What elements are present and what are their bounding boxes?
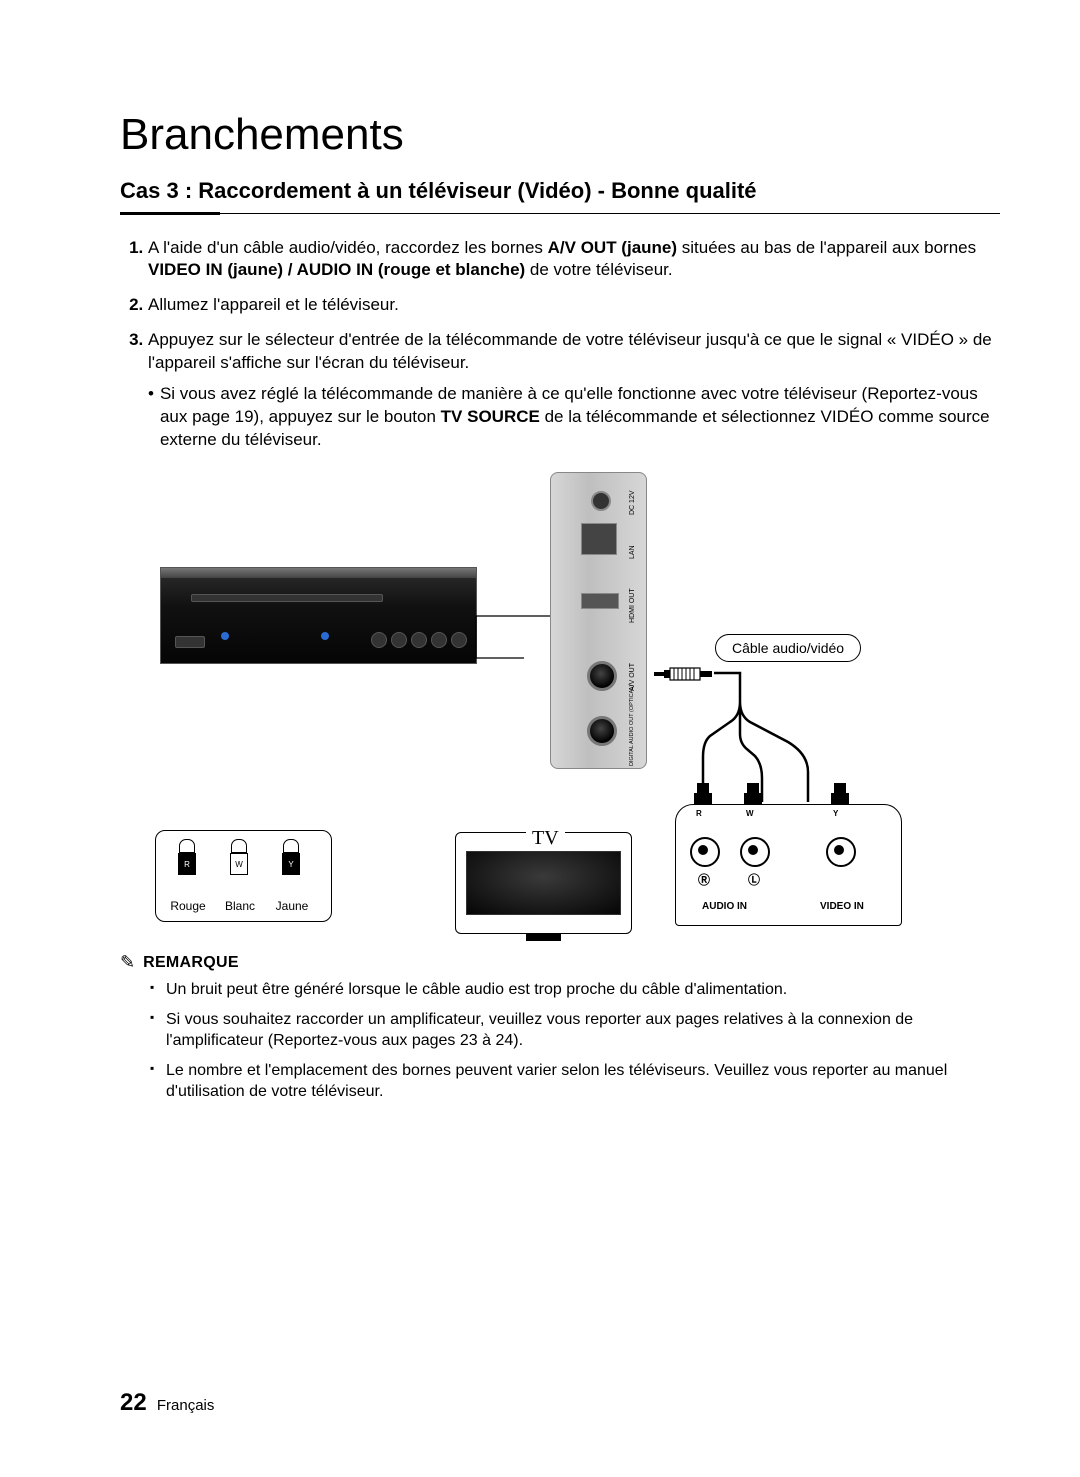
step1-post: de votre téléviseur.	[525, 260, 672, 279]
note-1: Un bruit peut être généré lorsque le câb…	[150, 979, 1000, 1001]
dc-port	[591, 491, 611, 511]
chapter-title: Branchements	[120, 110, 1000, 160]
note-2: Si vous souhaitez raccorder un amplifica…	[150, 1009, 1000, 1052]
tv-label: TV	[526, 827, 565, 850]
step-1: A l'aide d'un câble audio/vidéo, raccord…	[148, 237, 1000, 283]
top-r-tag: R	[696, 809, 702, 818]
manual-page: Branchements Cas 3 : Raccordement à un t…	[0, 0, 1080, 1477]
tv-unit: TV	[455, 832, 632, 934]
step-3: Appuyez sur le sélecteur d'entrée de la …	[148, 329, 1000, 452]
top-y-tag: Y	[833, 809, 838, 818]
player-rear-panel: DC 12V LAN HDMI OUT A/V OUT DIGITAL AUDI…	[550, 472, 647, 769]
step3-text: Appuyez sur le sélecteur d'entrée de la …	[148, 330, 992, 372]
top-plug-y	[831, 783, 849, 805]
step1-bold2: VIDEO IN (jaune) / AUDIO IN (rouge et bl…	[148, 260, 525, 279]
section-title: Cas 3 : Raccordement à un téléviseur (Vi…	[120, 178, 1000, 204]
notes-list: Un bruit peut être généré lorsque le câb…	[120, 979, 1000, 1103]
bullet-dot: •	[148, 383, 154, 452]
av-plug-icon	[654, 666, 714, 681]
top-w-tag: W	[746, 809, 754, 818]
av-out-port	[587, 661, 617, 691]
step3-sub-bold: TV SOURCE	[441, 407, 540, 426]
steps-list: A l'aide d'un câble audio/vidéo, raccord…	[120, 237, 1000, 453]
video-in-label: VIDEO IN	[820, 901, 864, 912]
legend-jaune: Jaune	[272, 899, 312, 913]
footer-lang: Français	[157, 1397, 215, 1414]
cable-label-pill: Câble audio/vidéo	[715, 634, 861, 662]
audio-in-label: AUDIO IN	[702, 901, 747, 912]
rca-l	[740, 837, 770, 867]
section-rule	[120, 212, 1000, 215]
optical-port	[587, 716, 617, 746]
step2-text: Allumez l'appareil et le téléviseur.	[148, 295, 399, 314]
note-3: Le nombre et l'emplacement des bornes pe…	[150, 1060, 1000, 1103]
lan-label: LAN	[629, 545, 636, 559]
tv-input-panel: R W Y Ⓡ Ⓛ AUDIO IN VIDEO IN	[675, 804, 902, 926]
optical-label: DIGITAL AUDIO OUT (OPTICAL)	[629, 685, 635, 766]
lan-port	[581, 523, 617, 555]
rca-r	[690, 837, 720, 867]
r-circle-icon: Ⓡ	[698, 871, 710, 888]
legend-tag-r: R	[178, 860, 196, 869]
rca-legend: R W Y Rouge Blanc Jaune	[155, 830, 332, 922]
step3-sub: • Si vous avez réglé la télécommande de …	[148, 383, 1000, 452]
page-number: 22	[120, 1389, 147, 1416]
remarque-label: REMARQUE	[143, 954, 239, 972]
player-front-view	[160, 567, 477, 664]
step-2: Allumez l'appareil et le téléviseur.	[148, 294, 1000, 317]
top-plug-r	[694, 783, 712, 805]
legend-blanc: Blanc	[220, 899, 260, 913]
legend-tag-w: W	[230, 860, 248, 869]
hdmi-port	[581, 593, 619, 609]
l-circle-icon: Ⓛ	[748, 871, 760, 888]
dc-label: DC 12V	[629, 490, 636, 515]
legend-tag-y: Y	[282, 860, 300, 869]
hdmi-label: HDMI OUT	[629, 588, 636, 623]
rca-video	[826, 837, 856, 867]
connection-diagram: DC 12V LAN HDMI OUT A/V OUT DIGITAL AUDI…	[150, 472, 970, 932]
page-footer: 22 Français	[120, 1389, 214, 1417]
step1-mid: situées au bas de l'appareil aux bornes	[677, 238, 976, 257]
note-icon: ✎	[120, 952, 135, 973]
step1-pre: A l'aide d'un câble audio/vidéo, raccord…	[148, 238, 548, 257]
top-plug-w	[744, 783, 762, 805]
legend-rouge: Rouge	[168, 899, 208, 913]
step1-bold1: A/V OUT (jaune)	[548, 238, 677, 257]
note-header: ✎ REMARQUE	[120, 952, 1000, 973]
